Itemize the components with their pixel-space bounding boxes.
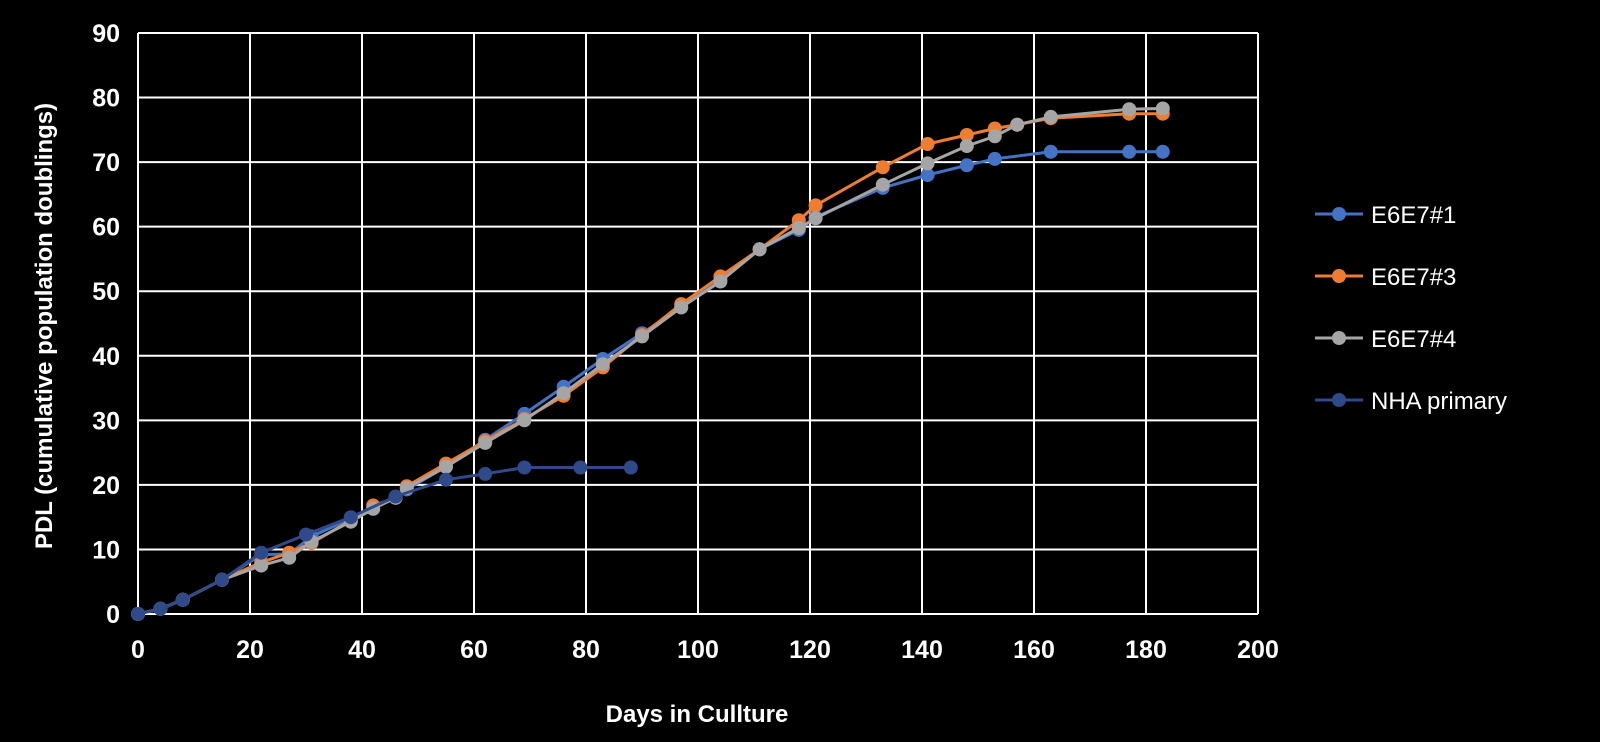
y-tick-label: 40	[92, 343, 120, 371]
legend-marker	[1332, 207, 1346, 221]
legend-label: E6E7#1	[1371, 202, 1456, 229]
data-point-nha-primary	[439, 472, 453, 487]
data-point-e6e7-3	[875, 160, 890, 175]
legend-label: E6E7#3	[1371, 264, 1456, 291]
data-point-e6e7-4	[439, 459, 453, 474]
data-point-e6e7-4	[1155, 101, 1170, 116]
data-point-e6e7-4	[1122, 102, 1137, 117]
data-point-e6e7-4	[1043, 109, 1058, 124]
chart-legend: E6E7#1 E6E7#3 E6E7#4 NHA primary	[1315, 202, 1507, 415]
legend-marker	[1332, 331, 1346, 345]
data-point-e6e7-4	[674, 300, 689, 315]
x-tick-label: 200	[1237, 636, 1279, 664]
data-point-e6e7-4	[517, 413, 532, 428]
data-point-nha-primary	[254, 545, 269, 560]
data-point-e6e7-1	[1043, 144, 1058, 159]
legend-label: NHA primary	[1371, 388, 1507, 415]
data-point-e6e7-4	[713, 274, 728, 289]
x-tick-label: 80	[572, 636, 600, 664]
data-point-nha-primary	[343, 510, 358, 525]
data-point-e6e7-3	[920, 137, 935, 151]
data-point-e6e7-4	[478, 435, 493, 450]
y-tick-label: 80	[92, 85, 120, 113]
data-point-nha-primary	[388, 489, 403, 504]
data-point-e6e7-4	[752, 242, 767, 257]
data-point-nha-primary	[215, 572, 229, 587]
x-tick-label: 40	[348, 636, 376, 664]
data-point-e6e7-4	[254, 558, 269, 573]
series-line-e6e7-1	[137, 150, 1163, 616]
data-point-nha-primary	[478, 466, 493, 481]
legend-label: E6E7#4	[1371, 326, 1456, 353]
data-point-nha-primary	[153, 601, 168, 616]
y-tick-label: 0	[106, 601, 120, 629]
x-tick-label: 20	[236, 636, 264, 664]
data-point-e6e7-4	[1010, 117, 1025, 132]
data-point-e6e7-1	[1155, 144, 1170, 159]
legend-item-nha-primary: NHA primary	[1315, 388, 1507, 415]
y-tick-label: 50	[92, 278, 120, 306]
series-line-e6e7-4	[137, 107, 1163, 616]
y-tick-label: 30	[92, 407, 120, 435]
legend-item-e6e7-3: E6E7#3	[1315, 264, 1456, 291]
data-point-e6e7-1	[959, 158, 974, 173]
data-point-e6e7-4	[282, 550, 297, 565]
data-point-nha-primary	[517, 460, 532, 475]
data-point-nha-primary	[175, 592, 190, 607]
data-point-e6e7-4	[987, 129, 1002, 144]
x-axis-ticks: 0 20 40 60 80 100 120 140 160 180 200	[131, 636, 1279, 664]
data-point-e6e7-4	[959, 139, 974, 153]
data-point-e6e7-3	[959, 128, 974, 142]
x-axis-title: Days in Cullture	[606, 701, 789, 728]
y-tick-label: 20	[92, 472, 120, 500]
legend-item-e6e7-1: E6E7#1	[1315, 202, 1456, 229]
data-point-nha-primary	[623, 460, 638, 475]
series-nha-primary	[131, 460, 638, 621]
data-point-e6e7-4	[920, 156, 935, 171]
data-point-e6e7-4	[875, 177, 890, 192]
data-point-e6e7-4	[595, 357, 610, 372]
y-tick-label: 60	[92, 214, 120, 242]
chart-series	[131, 101, 1170, 621]
x-tick-label: 180	[1125, 636, 1167, 664]
x-tick-label: 100	[677, 636, 719, 664]
x-tick-label: 0	[131, 636, 145, 664]
chart-grid	[137, 32, 1259, 615]
legend-marker	[1332, 393, 1346, 407]
data-point-e6e7-1	[987, 151, 1002, 166]
x-tick-label: 140	[901, 636, 943, 664]
x-tick-label: 120	[789, 636, 831, 664]
legend-item-e6e7-4: E6E7#4	[1315, 326, 1456, 353]
data-point-e6e7-4	[635, 329, 649, 344]
y-axis-ticks: 0 10 20 30 40 50 60 70 80 90	[92, 20, 120, 629]
data-point-e6e7-4	[556, 386, 571, 401]
data-point-nha-primary	[299, 527, 313, 542]
data-point-e6e7-1	[920, 168, 935, 182]
y-axis-title: PDL (cumulative population doublings)	[31, 103, 58, 549]
data-point-nha-primary	[131, 607, 145, 621]
series-line-nha-primary	[137, 466, 631, 616]
y-tick-label: 90	[92, 20, 120, 48]
y-tick-label: 70	[92, 149, 120, 177]
legend-marker	[1332, 269, 1346, 283]
data-point-e6e7-4	[791, 221, 806, 235]
x-tick-label: 160	[1013, 636, 1055, 664]
data-point-e6e7-1	[1122, 144, 1137, 159]
data-point-e6e7-3	[808, 198, 823, 213]
x-tick-label: 60	[460, 636, 488, 664]
y-tick-label: 10	[92, 536, 120, 564]
data-point-nha-primary	[573, 460, 588, 475]
data-point-e6e7-4	[808, 211, 823, 226]
